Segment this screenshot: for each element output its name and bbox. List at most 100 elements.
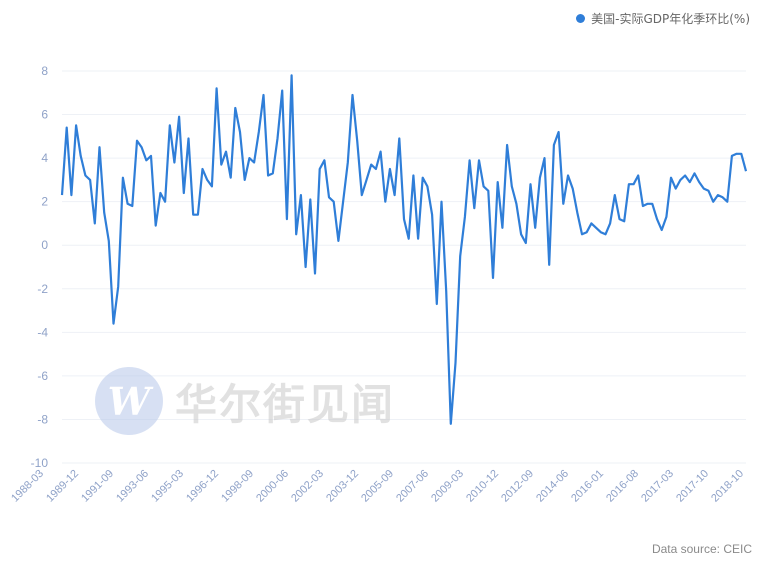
data-point[interactable] bbox=[664, 215, 668, 219]
data-point[interactable] bbox=[168, 123, 172, 127]
data-point[interactable] bbox=[608, 221, 612, 225]
data-point[interactable] bbox=[683, 174, 687, 178]
data-point[interactable] bbox=[739, 152, 743, 156]
data-point[interactable] bbox=[416, 237, 420, 241]
data-point[interactable] bbox=[140, 145, 144, 149]
data-point[interactable] bbox=[215, 86, 219, 90]
data-point[interactable] bbox=[594, 226, 598, 230]
data-point[interactable] bbox=[538, 176, 542, 180]
data-point[interactable] bbox=[500, 226, 504, 230]
data-point[interactable] bbox=[514, 202, 518, 206]
data-point[interactable] bbox=[243, 178, 247, 182]
data-point[interactable] bbox=[674, 187, 678, 191]
data-point[interactable] bbox=[482, 184, 486, 188]
data-point[interactable] bbox=[350, 93, 354, 97]
data-point[interactable] bbox=[533, 226, 537, 230]
data-point[interactable] bbox=[575, 211, 579, 215]
data-point[interactable] bbox=[486, 189, 490, 193]
data-point[interactable] bbox=[383, 200, 387, 204]
data-point[interactable] bbox=[711, 200, 715, 204]
data-point[interactable] bbox=[425, 184, 429, 188]
data-point[interactable] bbox=[669, 176, 673, 180]
data-point[interactable] bbox=[112, 322, 116, 326]
data-point[interactable] bbox=[528, 182, 532, 186]
data-point[interactable] bbox=[79, 154, 83, 158]
data-point[interactable] bbox=[163, 200, 167, 204]
data-point[interactable] bbox=[589, 221, 593, 225]
data-point[interactable] bbox=[716, 193, 720, 197]
data-point[interactable] bbox=[374, 167, 378, 171]
data-point[interactable] bbox=[252, 160, 256, 164]
data-point[interactable] bbox=[74, 123, 78, 127]
data-point[interactable] bbox=[69, 193, 73, 197]
data-point[interactable] bbox=[566, 174, 570, 178]
data-point[interactable] bbox=[402, 217, 406, 221]
data-point[interactable] bbox=[646, 202, 650, 206]
data-point[interactable] bbox=[407, 237, 411, 241]
data-point[interactable] bbox=[369, 163, 373, 167]
data-point[interactable] bbox=[496, 180, 500, 184]
data-point[interactable] bbox=[472, 206, 476, 210]
data-point[interactable] bbox=[439, 200, 443, 204]
data-point[interactable] bbox=[83, 174, 87, 178]
data-point[interactable] bbox=[397, 137, 401, 141]
data-point[interactable] bbox=[463, 215, 467, 219]
data-point[interactable] bbox=[510, 184, 514, 188]
data-point[interactable] bbox=[444, 289, 448, 293]
data-point[interactable] bbox=[435, 302, 439, 306]
data-point[interactable] bbox=[229, 176, 233, 180]
data-point[interactable] bbox=[332, 200, 336, 204]
data-point[interactable] bbox=[632, 182, 636, 186]
data-point[interactable] bbox=[365, 178, 369, 182]
data-point[interactable] bbox=[603, 232, 607, 236]
data-point[interactable] bbox=[299, 193, 303, 197]
data-point[interactable] bbox=[650, 202, 654, 206]
data-point[interactable] bbox=[257, 130, 261, 134]
data-point[interactable] bbox=[271, 171, 275, 175]
data-point[interactable] bbox=[491, 276, 495, 280]
data-point[interactable] bbox=[60, 193, 64, 197]
data-point[interactable] bbox=[599, 230, 603, 234]
data-point[interactable] bbox=[449, 422, 453, 426]
data-point[interactable] bbox=[238, 130, 242, 134]
data-point[interactable] bbox=[126, 202, 130, 206]
data-point[interactable] bbox=[276, 137, 280, 141]
data-point[interactable] bbox=[182, 191, 186, 195]
data-point[interactable] bbox=[266, 174, 270, 178]
data-point[interactable] bbox=[744, 169, 748, 173]
data-point[interactable] bbox=[519, 232, 523, 236]
data-point[interactable] bbox=[102, 211, 106, 215]
data-point[interactable] bbox=[144, 158, 148, 162]
data-point[interactable] bbox=[571, 187, 575, 191]
data-point[interactable] bbox=[219, 163, 223, 167]
data-point[interactable] bbox=[158, 191, 162, 195]
data-point[interactable] bbox=[336, 239, 340, 243]
data-point[interactable] bbox=[454, 361, 458, 365]
data-point[interactable] bbox=[613, 193, 617, 197]
data-point[interactable] bbox=[318, 167, 322, 171]
data-point[interactable] bbox=[360, 193, 364, 197]
data-point[interactable] bbox=[172, 160, 176, 164]
data-point[interactable] bbox=[552, 143, 556, 147]
data-point[interactable] bbox=[505, 143, 509, 147]
data-point[interactable] bbox=[121, 176, 125, 180]
data-point[interactable] bbox=[205, 178, 209, 182]
data-point[interactable] bbox=[196, 213, 200, 217]
data-point[interactable] bbox=[730, 154, 734, 158]
data-point[interactable] bbox=[304, 265, 308, 269]
data-point[interactable] bbox=[524, 241, 528, 245]
data-point[interactable] bbox=[547, 263, 551, 267]
data-point[interactable] bbox=[430, 213, 434, 217]
data-point[interactable] bbox=[660, 228, 664, 232]
data-point[interactable] bbox=[65, 126, 69, 130]
data-point[interactable] bbox=[477, 158, 481, 162]
data-point[interactable] bbox=[735, 152, 739, 156]
data-point[interactable] bbox=[294, 232, 298, 236]
data-point[interactable] bbox=[346, 160, 350, 164]
data-point[interactable] bbox=[233, 106, 237, 110]
data-point[interactable] bbox=[135, 139, 139, 143]
data-point[interactable] bbox=[561, 202, 565, 206]
data-point[interactable] bbox=[88, 178, 92, 182]
data-point[interactable] bbox=[116, 285, 120, 289]
data-point[interactable] bbox=[585, 230, 589, 234]
